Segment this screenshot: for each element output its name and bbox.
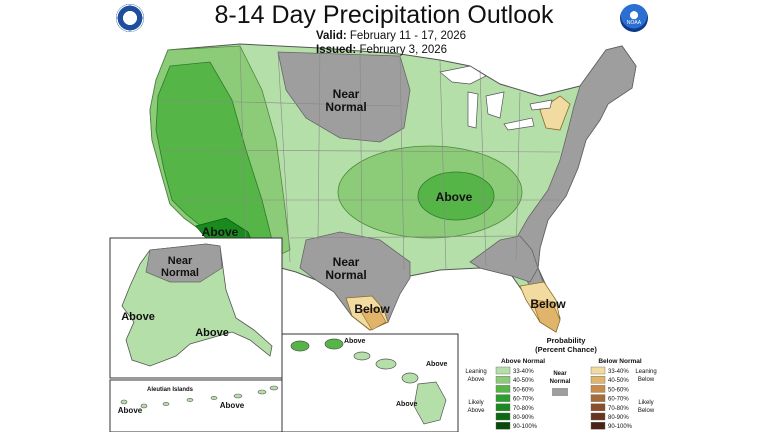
label-above-central: Above	[436, 190, 473, 204]
near-normal-southeast	[469, 235, 539, 283]
legend-below-bin-swatch-1	[590, 376, 606, 384]
label-alaska-near-normal-2: Normal	[161, 267, 199, 279]
aleutian-islands	[120, 385, 279, 409]
legend-above-bin-swatch-3	[495, 394, 511, 402]
legend-likely-above-2: Above	[467, 408, 485, 414]
legend-leaning-above-1: Leaning	[465, 369, 486, 375]
near-normal-north-plains	[277, 51, 411, 143]
legend-below-bin-label-6: 90-100%	[608, 424, 633, 430]
legend-below-header: Below Normal	[598, 358, 642, 365]
noaa-logo-text: NOAA	[626, 20, 642, 26]
near-normal-east	[511, 45, 637, 293]
legend-below-bin-label-5: 80-90%	[608, 415, 629, 421]
legend-above-bin-swatch-4	[495, 403, 511, 411]
valid-dates: Valid: February 11 - 17, 2026	[316, 30, 466, 42]
legend-likely-below-1: Likely	[638, 400, 653, 406]
legend-above-bin-label-4: 70-80%	[513, 406, 534, 412]
legend-leaning-below-1: Leaning	[635, 369, 656, 375]
legend-leaning-below-2: Below	[638, 377, 655, 383]
label-alaska-near-normal-1: Near	[168, 255, 193, 267]
legend-leaning-above-2: Above	[467, 377, 485, 383]
label-near-normal-north-1: Near	[333, 87, 360, 101]
legend-above-bin-label-5: 80-90%	[513, 415, 534, 421]
legend-below-bin-swatch-5	[590, 412, 606, 421]
below-mid-atlantic	[539, 95, 571, 131]
label-near-normal-south-2: Normal	[325, 268, 366, 282]
legend-above-bin-label-1: 40-50%	[513, 378, 534, 384]
label-above-southwest: Above	[202, 225, 239, 239]
noaa-logo-icon: NOAA	[620, 4, 648, 32]
label-near-normal-south-1: Near	[333, 255, 360, 269]
alaska-near-normal	[145, 243, 223, 283]
below-florida-core	[531, 299, 561, 333]
legend-above-bin-swatch-5	[495, 412, 511, 421]
legend-likely-below-2: Below	[638, 408, 655, 414]
legend-below-bin-swatch-0	[590, 366, 606, 375]
page-title: 8-14 Day Precipitation Outlook	[214, 1, 554, 29]
legend-above-bin-swatch-0	[495, 366, 511, 375]
legend-title-1: Probability	[547, 336, 587, 345]
legend-above-bin-label-2: 50-60%	[513, 387, 534, 393]
legend-above-bin-label-6: 90-100%	[513, 424, 538, 430]
label-below-texas: Below	[354, 302, 390, 316]
legend-above-header: Above Normal	[501, 358, 545, 365]
legend-above-bin-swatch-6	[495, 422, 511, 430]
aleutian-inset-frame	[109, 379, 283, 432]
legend-title-2: (Percent Chance)	[535, 345, 597, 354]
label-hawaii-above-2: Above	[426, 361, 448, 368]
legend-above-bin-swatch-2	[495, 385, 511, 393]
legend-below-bin-label-0: 33-40%	[608, 369, 629, 375]
label-aleutian-above-west: Above	[118, 406, 143, 415]
below-texas-core	[359, 307, 387, 331]
legend-below-bin-swatch-6	[590, 422, 606, 430]
issued-date: Issued: February 3, 2026	[316, 44, 447, 56]
label-hawaii-above-3: Above	[396, 401, 418, 408]
issued-value: February 3, 2026	[359, 44, 448, 56]
legend-near-normal-swatch	[552, 388, 568, 396]
legend-below-bin-swatch-2	[590, 385, 606, 393]
commerce-seal-icon	[116, 4, 144, 32]
legend-above-bin-label-0: 33-40%	[513, 369, 534, 375]
hawaii-islands	[290, 338, 447, 425]
label-alaska-above-west: Above	[121, 311, 155, 323]
legend-near-normal-2: Normal	[550, 379, 571, 385]
legend-below-bin-label-3: 60-70%	[608, 397, 629, 403]
legend-near-normal-1: Near	[553, 371, 567, 377]
label-hawaii-above-1: Above	[344, 338, 366, 345]
probability-legend: Probability (Percent Chance) Above Norma…	[465, 336, 656, 430]
issued-label: Issued:	[316, 44, 357, 56]
legend-below-bin-label-2: 50-60%	[608, 387, 629, 393]
legend-above-bin-label-3: 60-70%	[513, 397, 534, 403]
label-below-florida: Below	[530, 297, 566, 311]
legend-below-bin-swatch-3	[590, 394, 606, 402]
label-aleutian-title: Aleutian Islands	[147, 387, 194, 393]
legend-above-bin-swatch-1	[495, 376, 511, 384]
label-alaska-above-south: Above	[195, 327, 229, 339]
great-lakes	[439, 65, 553, 131]
legend-below-bin-swatch-4	[590, 403, 606, 411]
valid-label: Valid:	[316, 30, 347, 42]
label-near-normal-north-2: Normal	[325, 100, 366, 114]
legend-below-bin-label-4: 70-80%	[608, 406, 629, 412]
label-aleutian-above-east: Above	[220, 401, 245, 410]
valid-value: February 11 - 17, 2026	[349, 30, 467, 42]
legend-below-bin-label-1: 40-50%	[608, 378, 629, 384]
state-boundaries	[159, 43, 561, 271]
legend-likely-above-1: Likely	[468, 400, 483, 406]
above-central-50-60	[417, 171, 495, 221]
